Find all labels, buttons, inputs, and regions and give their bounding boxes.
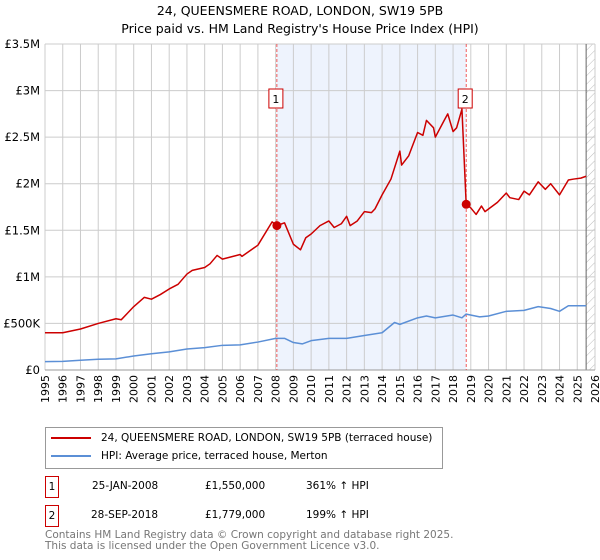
transaction-price: £1,779,000 <box>205 509 266 521</box>
sale-badge-label: 2 <box>462 93 469 106</box>
x-tick-label: 2021 <box>500 375 513 403</box>
sale-badge <box>268 88 284 109</box>
y-tick-label: £500K <box>3 316 40 330</box>
legend-label-hpi: HPI: Average price, terraced house, Mert… <box>101 450 328 462</box>
x-tick-label: 1998 <box>92 375 105 403</box>
transaction-hpi: 199% ↑ HPI <box>306 509 369 521</box>
legend-swatch-hpi <box>51 455 91 457</box>
price-chart: 1995 1996 1997 1998 1999 2000 2001 2002 2003 2004… <box>3 37 600 403</box>
x-tick-label: 2013 <box>358 375 371 403</box>
footer-copyright: Contains HM Land Registry data © Crown c… <box>45 529 454 541</box>
x-tick-label: 2009 <box>287 375 300 403</box>
x-tick-label: 2017 <box>429 375 442 403</box>
x-tick-label: 1995 <box>39 375 52 403</box>
y-tick-label: £1.5M <box>4 223 40 237</box>
x-tick-label: 2014 <box>376 375 389 403</box>
transaction-price: £1,550,000 <box>205 480 266 492</box>
transaction-hpi: 361% ↑ HPI <box>306 480 369 492</box>
transaction-badge: 2 <box>45 505 59 527</box>
sale-badge <box>457 88 473 109</box>
series-line <box>44 304 587 363</box>
x-tick-label: 2001 <box>145 375 158 403</box>
x-tick-label: 2025 <box>571 375 584 403</box>
y-tick-label: £3.5M <box>4 37 40 51</box>
x-tick-label: 2000 <box>128 375 141 403</box>
x-tick-label: 2023 <box>536 375 549 403</box>
x-tick-label: 2024 <box>554 375 567 403</box>
x-tick-label: 2006 <box>234 375 247 403</box>
x-tick-label: 2015 <box>394 375 407 403</box>
footer-licence: This data is licensed under the Open Gov… <box>45 540 380 552</box>
y-tick-label: £1M <box>15 270 40 284</box>
x-tick-label: 2004 <box>199 375 212 403</box>
x-tick-label: 2026 <box>589 375 600 403</box>
transaction-row: 2 28-SEP-2018 £1,779,000 199% ↑ HPI <box>45 505 545 527</box>
sale-point <box>272 221 282 231</box>
x-tick-label: 2002 <box>163 375 176 403</box>
x-tick-label: 2003 <box>181 375 194 403</box>
footer: Contains HM Land Registry data © Crown c… <box>45 530 453 552</box>
sale-badge-label: 1 <box>272 93 279 106</box>
x-tick-label: 1999 <box>110 375 123 403</box>
x-tick-label: 2018 <box>447 375 460 403</box>
x-tick-label: 2010 <box>305 375 318 403</box>
y-tick-label: £2M <box>15 177 40 191</box>
legend: 24, QUEENSMERE ROAD, LONDON, SW19 5PB (t… <box>45 427 443 469</box>
transaction-row: 1 25-JAN-2008 £1,550,000 361% ↑ HPI <box>45 476 545 498</box>
shaded-period <box>276 44 467 370</box>
sale-point <box>461 199 471 209</box>
x-tick-label: 1997 <box>74 375 87 403</box>
y-tick-label: £2.5M <box>4 130 40 144</box>
x-tick-label: 2008 <box>270 375 283 403</box>
x-tick-label: 2005 <box>216 375 229 403</box>
x-tick-label: 2007 <box>252 375 265 403</box>
legend-label-property: 24, QUEENSMERE ROAD, LONDON, SW19 5PB (t… <box>101 432 433 444</box>
transaction-date: 28-SEP-2018 <box>91 509 159 521</box>
x-tick-label: 2022 <box>518 375 531 403</box>
forecast-hatch <box>586 44 595 370</box>
x-tick-label: 1996 <box>57 375 70 403</box>
x-tick-label: 2019 <box>465 375 478 403</box>
transaction-date: 25-JAN-2008 <box>92 480 159 492</box>
chart-title: 24, QUEENSMERE ROAD, LONDON, SW19 5PB <box>156 3 444 18</box>
x-tick-label: 2012 <box>341 375 354 403</box>
y-tick-label: £3M <box>15 84 40 98</box>
x-tick-label: 2020 <box>483 375 496 403</box>
chart-subtitle: Price paid vs. HM Land Registry's House … <box>121 21 479 36</box>
y-tick-label: £0 <box>25 363 40 377</box>
transaction-badge: 1 <box>45 476 59 498</box>
series-line <box>45 108 587 334</box>
x-tick-label: 2016 <box>412 375 425 403</box>
x-tick-label: 2011 <box>323 375 336 403</box>
legend-swatch-property <box>51 437 91 439</box>
